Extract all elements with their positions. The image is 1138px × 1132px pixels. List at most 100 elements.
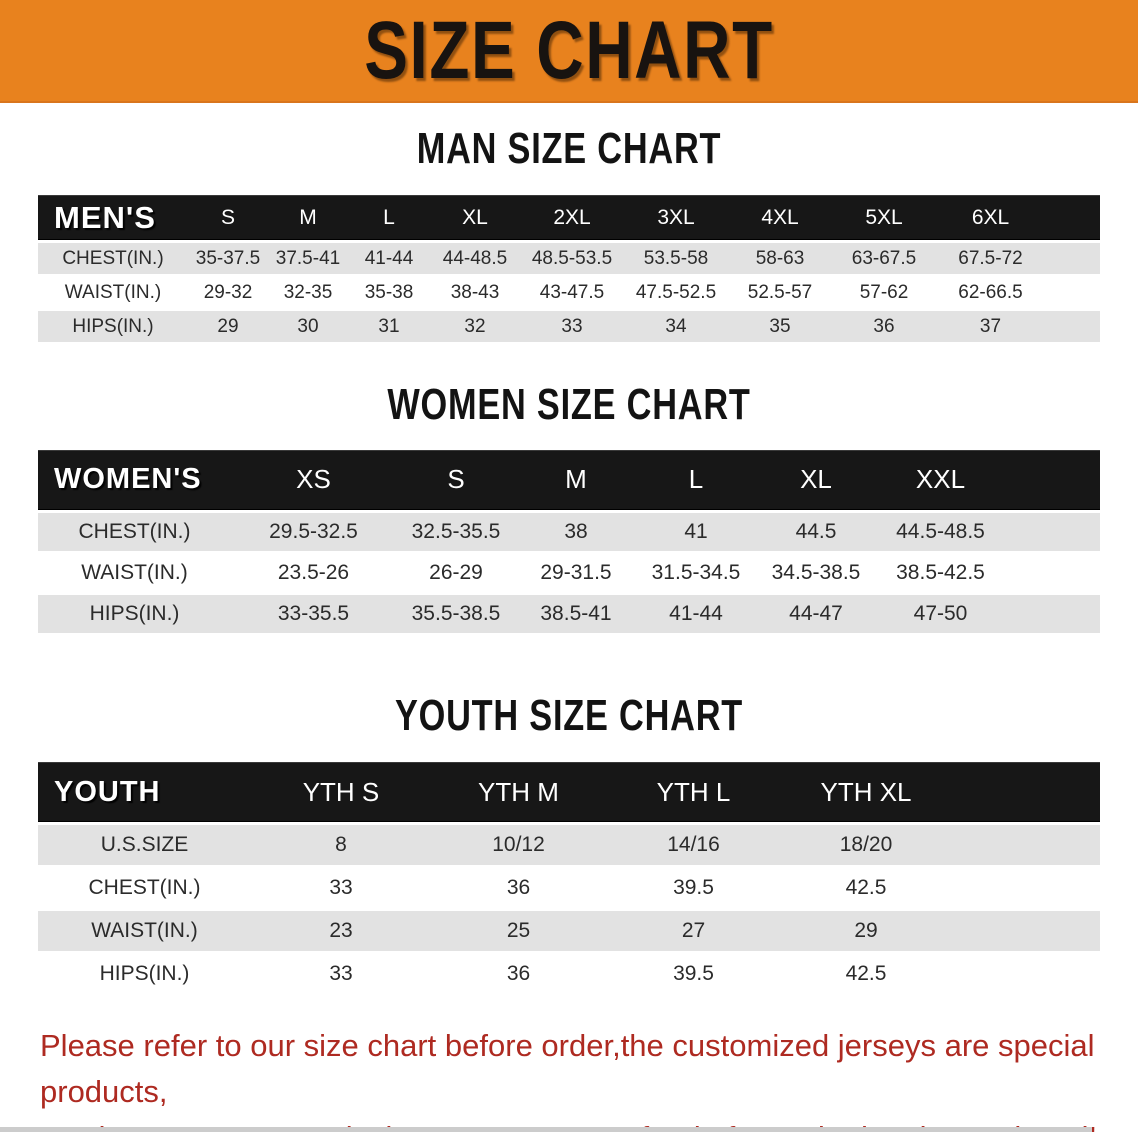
women-value-0-2: 38	[516, 512, 636, 551]
men-value-2-0: 29	[188, 311, 268, 343]
youth-value-2-3: 29	[781, 911, 1100, 952]
men-chart-title: MAN SIZE CHART	[416, 124, 722, 173]
women-value-1-3: 31.5-34.5	[636, 553, 756, 592]
women-value-1-2: 29-31.5	[516, 553, 636, 592]
men-size-header-5: 3XL	[624, 195, 728, 241]
youth-value-2-2: 27	[606, 911, 781, 952]
youth-value-0-0: 8	[251, 825, 431, 866]
women-chart-title: WOMEN SIZE CHART	[387, 380, 751, 430]
men-size-header-6: 4XL	[728, 195, 832, 241]
size-chart-banner: SIZE CHART	[0, 0, 1138, 103]
women-size-header-1: S	[396, 449, 516, 510]
youth-value-3-2: 39.5	[606, 954, 781, 995]
women-value-2-5: 47-50	[876, 594, 1100, 633]
youth-row-label-3: HIPS(IN.)	[38, 954, 251, 995]
men-value-0-1: 37.5-41	[268, 243, 348, 275]
women-row-label-2: HIPS(IN.)	[38, 594, 231, 633]
youth-size-header-1: YTH M	[431, 762, 606, 823]
men-header-row: MEN'S S M L XL 2XL 3XL 4XL 5XL 6XL	[38, 195, 1100, 241]
women-value-1-1: 26-29	[396, 553, 516, 592]
men-size-header-4: 2XL	[520, 195, 624, 241]
youth-value-3-3: 42.5	[781, 954, 1100, 995]
youth-value-1-1: 36	[431, 868, 606, 909]
youth-chart-title: YOUTH SIZE CHART	[394, 690, 744, 740]
youth-value-0-1: 10/12	[431, 825, 606, 866]
men-value-2-7: 36	[832, 311, 936, 343]
women-value-0-5: 44.5-48.5	[876, 512, 1100, 551]
men-row-label-1: WAIST(IN.)	[38, 277, 188, 309]
youth-value-2-0: 23	[251, 911, 431, 952]
men-value-0-4: 48.5-53.5	[520, 243, 624, 275]
men-value-1-4: 43-47.5	[520, 277, 624, 309]
women-value-0-3: 41	[636, 512, 756, 551]
men-measurement-row-2: HIPS(IN.) 29 30 31 32 33 34 35 36 37	[38, 311, 1100, 343]
youth-size-table: YOUTH YTH S YTH M YTH L YTH XL U.S.SIZE 8 10/12…	[38, 759, 1100, 997]
youth-row-label-2: WAIST(IN.)	[38, 911, 251, 952]
men-size-header-8: 6XL	[936, 195, 1100, 241]
youth-value-0-3: 18/20	[781, 825, 1100, 866]
women-value-1-0: 23.5-26	[231, 553, 396, 592]
men-value-0-0: 35-37.5	[188, 243, 268, 275]
youth-value-1-0: 33	[251, 868, 431, 909]
youth-value-1-2: 39.5	[606, 868, 781, 909]
men-size-header-7: 5XL	[832, 195, 936, 241]
men-value-1-1: 32-35	[268, 277, 348, 309]
men-size-header-0: S	[188, 195, 268, 241]
women-value-2-2: 38.5-41	[516, 594, 636, 633]
youth-value-2-1: 25	[431, 911, 606, 952]
men-value-2-4: 33	[520, 311, 624, 343]
men-value-0-3: 44-48.5	[430, 243, 520, 275]
men-value-1-2: 35-38	[348, 277, 430, 309]
men-value-2-3: 32	[430, 311, 520, 343]
men-measurement-row-0: CHEST(IN.) 35-37.5 37.5-41 41-44 44-48.5 48.5…	[38, 243, 1100, 275]
banner-title: SIZE CHART	[364, 4, 774, 96]
women-group-label: WOMEN'S	[38, 449, 231, 510]
women-value-0-0: 29.5-32.5	[231, 512, 396, 551]
disclaimer-line-1: Please refer to our size chart before or…	[40, 1028, 1095, 1110]
men-value-0-2: 41-44	[348, 243, 430, 275]
youth-value-1-3: 42.5	[781, 868, 1100, 909]
women-row-label-0: CHEST(IN.)	[38, 512, 231, 551]
women-size-header-5: XXL	[876, 449, 1100, 510]
men-value-1-7: 57-62	[832, 277, 936, 309]
women-row-label-1: WAIST(IN.)	[38, 553, 231, 592]
youth-header-row: YOUTH YTH S YTH M YTH L YTH XL	[38, 762, 1100, 823]
women-size-table: WOMEN'S XS S M L XL XXL CHEST(IN.) 29.5-32.5 32.5…	[38, 447, 1100, 636]
men-group-label: MEN'S	[38, 195, 188, 241]
men-size-table: MEN'S S M L XL 2XL 3XL 4XL 5XL 6XL CHEST(IN.) 35-37…	[38, 192, 1100, 345]
women-measurement-row-0: CHEST(IN.) 29.5-32.5 32.5-35.5 38 41 44.5 44.5…	[38, 512, 1100, 551]
youth-size-header-3: YTH XL	[781, 762, 1100, 823]
youth-row-label-0: U.S.SIZE	[38, 825, 251, 866]
women-value-0-1: 32.5-35.5	[396, 512, 516, 551]
youth-group-label: YOUTH	[38, 762, 251, 823]
women-measurement-row-1: WAIST(IN.) 23.5-26 26-29 29-31.5 31.5-34.5 34…	[38, 553, 1100, 592]
men-value-2-2: 31	[348, 311, 430, 343]
men-value-1-0: 29-32	[188, 277, 268, 309]
men-value-0-5: 53.5-58	[624, 243, 728, 275]
men-size-header-1: M	[268, 195, 348, 241]
women-value-2-4: 44-47	[756, 594, 876, 633]
men-value-1-3: 38-43	[430, 277, 520, 309]
men-value-1-6: 52.5-57	[728, 277, 832, 309]
youth-value-3-1: 36	[431, 954, 606, 995]
youth-row-label-1: CHEST(IN.)	[38, 868, 251, 909]
youth-value-0-2: 14/16	[606, 825, 781, 866]
women-size-header-3: L	[636, 449, 756, 510]
men-row-label-0: CHEST(IN.)	[38, 243, 188, 275]
men-size-header-2: L	[348, 195, 430, 241]
youth-measurement-row-0: U.S.SIZE 8 10/12 14/16 18/20	[38, 825, 1100, 866]
men-value-1-5: 47.5-52.5	[624, 277, 728, 309]
youth-size-header-0: YTH S	[251, 762, 431, 823]
bottom-border-strip	[0, 1127, 1092, 1132]
women-size-header-0: XS	[231, 449, 396, 510]
women-value-2-0: 33-35.5	[231, 594, 396, 633]
youth-measurement-row-2: WAIST(IN.) 23 25 27 29	[38, 911, 1100, 952]
men-measurement-row-1: WAIST(IN.) 29-32 32-35 35-38 38-43 43-47.5 47.…	[38, 277, 1100, 309]
women-header-row: WOMEN'S XS S M L XL XXL	[38, 449, 1100, 510]
women-size-header-4: XL	[756, 449, 876, 510]
women-value-2-3: 41-44	[636, 594, 756, 633]
women-value-1-5: 38.5-42.5	[876, 553, 1100, 592]
men-value-2-1: 30	[268, 311, 348, 343]
women-value-0-4: 44.5	[756, 512, 876, 551]
women-value-1-4: 34.5-38.5	[756, 553, 876, 592]
